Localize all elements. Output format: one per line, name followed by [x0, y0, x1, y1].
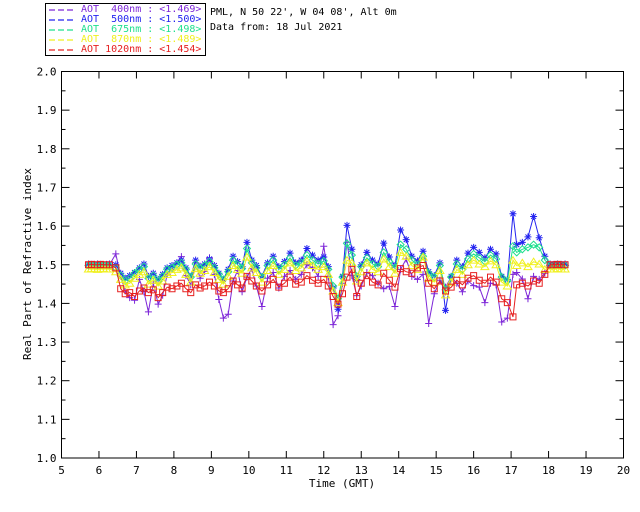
- x-tick-label: 20: [617, 464, 630, 477]
- x-axis-title: Time (GMT): [309, 477, 375, 490]
- series-line-aot-1020nm: [88, 263, 566, 318]
- data-series: [83, 210, 570, 329]
- x-tick-label: 7: [133, 464, 140, 477]
- axis-ticks: [61, 71, 624, 459]
- x-tick-label: 10: [242, 464, 255, 477]
- legend-row: AOT 500nm : <1.500>: [46, 15, 205, 25]
- site-location-text: PML, N 50 22', W 04 08', Alt 0m: [210, 7, 397, 18]
- y-tick-label: 1.3: [37, 336, 57, 349]
- x-tick-label: 8: [171, 464, 178, 477]
- series-line-aot-870nm: [88, 251, 566, 305]
- y-axis-title: Real Part of Refractive index: [21, 168, 34, 360]
- series-markers-aot-1020nm: [84, 260, 569, 321]
- x-tick-label: 9: [208, 464, 215, 477]
- legend-row: AOT 400nm : <1.469>: [46, 5, 205, 15]
- legend-label: AOT 500nm : <1.500>: [75, 14, 202, 25]
- x-tick-label: 12: [317, 464, 330, 477]
- y-tick-label: 1.4: [37, 297, 57, 310]
- legend-dash-sample-icon: [49, 29, 75, 31]
- y-tick-label: 1.7: [37, 181, 57, 194]
- y-tick-label: 1.0: [37, 452, 57, 465]
- legend-row: AOT 1020nm : <1.454>: [46, 45, 205, 55]
- x-tick-label: 13: [355, 464, 368, 477]
- plot-header: PML, N 50 22', W 04 08', Alt 0m Data fro…: [210, 5, 397, 35]
- x-tick-label: 11: [280, 464, 293, 477]
- x-tick-label: 16: [467, 464, 480, 477]
- legend: AOT 400nm : <1.469> AOT 500nm : <1.500> …: [45, 3, 206, 56]
- x-tick-label: 19: [579, 464, 592, 477]
- legend-row: AOT 870nm : <1.489>: [46, 35, 205, 45]
- axis-tick-labels: 5 6 7 8 9 10 11 12 13 14 15 16 17 18 19 20 1.0 1.1 1.2 1.3 1…: [37, 66, 631, 478]
- legend-dash-sample-icon: [49, 19, 75, 21]
- legend-label: AOT 870nm : <1.489>: [75, 34, 202, 45]
- legend-label: AOT 400nm : <1.469>: [75, 4, 202, 15]
- y-tick-label: 1.1: [37, 413, 57, 426]
- legend-row: AOT 675nm : <1.498>: [46, 25, 205, 35]
- legend-dash-sample-icon: [49, 49, 75, 51]
- y-tick-label: 1.6: [37, 220, 57, 233]
- y-tick-label: 1.5: [37, 259, 57, 272]
- legend-dash-sample-icon: [49, 39, 75, 41]
- data-date-text: Data from: 18 Jul 2021: [210, 22, 343, 33]
- legend-label: AOT 675nm : <1.498>: [75, 24, 202, 35]
- series-line-aot-675nm: [88, 241, 566, 301]
- series-markers-aot-870nm: [83, 247, 570, 307]
- y-tick-label: 2.0: [37, 66, 57, 79]
- y-tick-label: 1.9: [37, 104, 57, 117]
- y-tick-label: 1.2: [37, 375, 57, 388]
- x-tick-label: 15: [430, 464, 443, 477]
- x-tick-label: 17: [504, 464, 517, 477]
- y-tick-label: 1.8: [37, 143, 57, 156]
- x-tick-label: 5: [58, 464, 65, 477]
- x-tick-label: 14: [392, 464, 406, 477]
- legend-label: AOT 1020nm : <1.454>: [75, 44, 202, 55]
- x-tick-label: 18: [542, 464, 555, 477]
- legend-dash-sample-icon: [49, 9, 75, 11]
- x-tick-label: 6: [96, 464, 103, 477]
